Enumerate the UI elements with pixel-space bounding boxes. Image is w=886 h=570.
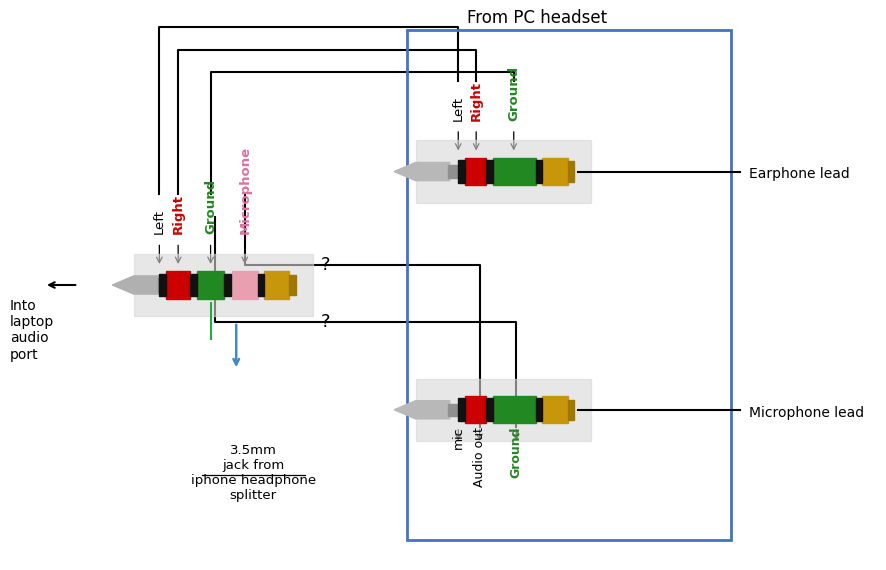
Bar <box>536 398 542 421</box>
Bar <box>458 160 465 183</box>
Text: 3.5mm
jack from
iphone headphone
splitter: 3.5mm jack from iphone headphone splitte… <box>190 444 316 502</box>
Bar <box>159 274 167 296</box>
Bar <box>416 140 591 203</box>
Bar <box>458 398 465 421</box>
Text: Ground: Ground <box>204 179 217 234</box>
Bar <box>232 271 258 299</box>
Bar <box>224 274 231 296</box>
Bar <box>536 160 542 183</box>
Text: Audio out: Audio out <box>473 427 486 487</box>
Bar <box>167 271 190 299</box>
Text: mic: mic <box>452 427 465 449</box>
Text: Right: Right <box>470 80 483 120</box>
Bar <box>486 398 494 421</box>
Bar <box>407 30 732 540</box>
Bar <box>197 271 224 299</box>
Text: Into
laptop
audio
port: Into laptop audio port <box>10 299 54 362</box>
Bar <box>448 165 458 178</box>
Polygon shape <box>113 276 159 294</box>
Bar <box>289 275 296 295</box>
Text: Left: Left <box>452 96 465 120</box>
Text: Microphone: Microphone <box>238 146 252 234</box>
Text: From PC headset: From PC headset <box>467 9 607 27</box>
Text: Earphone lead: Earphone lead <box>749 168 850 181</box>
Text: Right: Right <box>172 194 184 234</box>
Bar <box>542 396 568 424</box>
Polygon shape <box>394 162 450 181</box>
Bar <box>568 161 573 182</box>
Bar <box>190 274 197 296</box>
Text: Left: Left <box>153 209 166 234</box>
Bar <box>542 158 568 185</box>
Text: Microphone lead: Microphone lead <box>749 406 864 420</box>
Text: Ground: Ground <box>508 66 520 120</box>
Bar <box>494 158 536 185</box>
Text: ?: ? <box>321 256 330 274</box>
Bar <box>263 271 289 299</box>
Bar <box>134 254 313 316</box>
Bar <box>568 400 573 420</box>
Bar <box>465 396 486 424</box>
Bar <box>416 378 591 441</box>
Text: ?: ? <box>321 313 330 331</box>
Bar <box>448 404 458 416</box>
Text: Ground: Ground <box>509 427 523 478</box>
Polygon shape <box>394 401 450 419</box>
Bar <box>486 160 494 183</box>
Bar <box>258 274 263 296</box>
Bar <box>158 278 167 292</box>
Bar <box>494 396 536 424</box>
Bar <box>465 158 486 185</box>
